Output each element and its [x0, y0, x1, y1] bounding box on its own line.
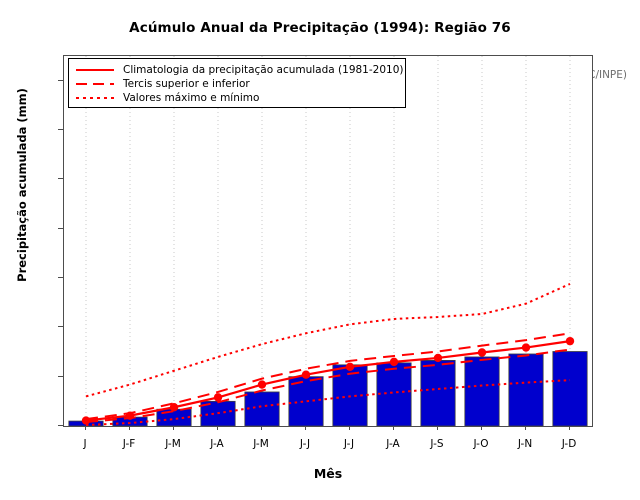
- bar: [552, 351, 588, 426]
- x-tick-label: J-J: [299, 438, 311, 450]
- data-point-marker: [345, 362, 355, 371]
- plot-area: [63, 55, 593, 427]
- data-point-marker: [565, 336, 575, 346]
- x-tick-label: J-F: [122, 438, 136, 450]
- data-point-marker: [213, 393, 223, 402]
- legend-label: Valores máximo e mínimo: [123, 92, 260, 104]
- bar: [288, 376, 324, 426]
- bar: [156, 408, 192, 426]
- data-point-marker: [125, 411, 135, 420]
- y-axis-label: Precipitação acumulada (mm): [15, 88, 29, 282]
- x-tick-mark: [305, 425, 306, 430]
- x-tick-mark: [437, 425, 438, 430]
- page-title: Acúmulo Anual da Precipitação (1994): Re…: [129, 20, 511, 36]
- x-axis-label: Mês: [313, 466, 343, 481]
- bar: [244, 391, 280, 426]
- data-point-marker: [81, 416, 91, 425]
- data-point-marker: [169, 403, 179, 412]
- legend-swatch-dashed: [76, 83, 114, 85]
- bar: [464, 356, 500, 426]
- x-tick-mark: [261, 425, 262, 430]
- x-tick-label: J-A: [210, 438, 224, 450]
- legend-swatch-dotted: [76, 97, 114, 99]
- x-tick-label: J-N: [517, 438, 533, 450]
- data-point-marker: [521, 343, 531, 352]
- x-tick-mark: [349, 425, 350, 430]
- chart-legend: Climatologia da precipitação acumulada (…: [68, 58, 406, 108]
- x-tick-mark: [85, 425, 86, 430]
- legend-item: Valores máximo e mínimo: [74, 91, 405, 105]
- x-tick-mark: [393, 425, 394, 430]
- bar: [376, 362, 412, 426]
- x-tick-mark: [569, 425, 570, 430]
- bar: [420, 359, 456, 426]
- bar: [508, 353, 544, 426]
- x-tick-label: J-A: [386, 438, 400, 450]
- legend-label: Tercis superior e inferior: [123, 78, 250, 90]
- x-tick-label: J: [83, 438, 87, 450]
- data-point-marker: [389, 357, 399, 367]
- data-point-marker: [477, 348, 487, 357]
- x-tick-mark: [173, 425, 174, 430]
- series-line: [85, 340, 571, 422]
- x-tick-label: J-M: [165, 438, 181, 450]
- data-point-marker: [433, 353, 443, 363]
- x-tick-label: J-D: [561, 438, 577, 450]
- x-tick-mark: [217, 425, 218, 430]
- series-line: [85, 348, 571, 424]
- series-line: [85, 332, 571, 421]
- legend-item: Climatologia da precipitação acumulada (…: [74, 63, 405, 77]
- x-tick-mark: [481, 425, 482, 430]
- plot-canvas: [68, 56, 588, 426]
- legend-swatch-solid: [76, 69, 114, 71]
- legend-item: Tercis superior e inferior: [74, 77, 405, 91]
- x-tick-mark: [525, 425, 526, 430]
- x-tick-label: J-J: [343, 438, 355, 450]
- x-tick-label: J-M: [253, 438, 269, 450]
- data-point-marker: [257, 380, 267, 389]
- data-point-marker: [301, 370, 311, 379]
- x-tick-mark: [129, 425, 130, 430]
- x-tick-label: J-O: [473, 438, 489, 450]
- x-tick-label: J-S: [430, 438, 444, 450]
- legend-label: Climatologia da precipitação acumulada (…: [123, 64, 404, 76]
